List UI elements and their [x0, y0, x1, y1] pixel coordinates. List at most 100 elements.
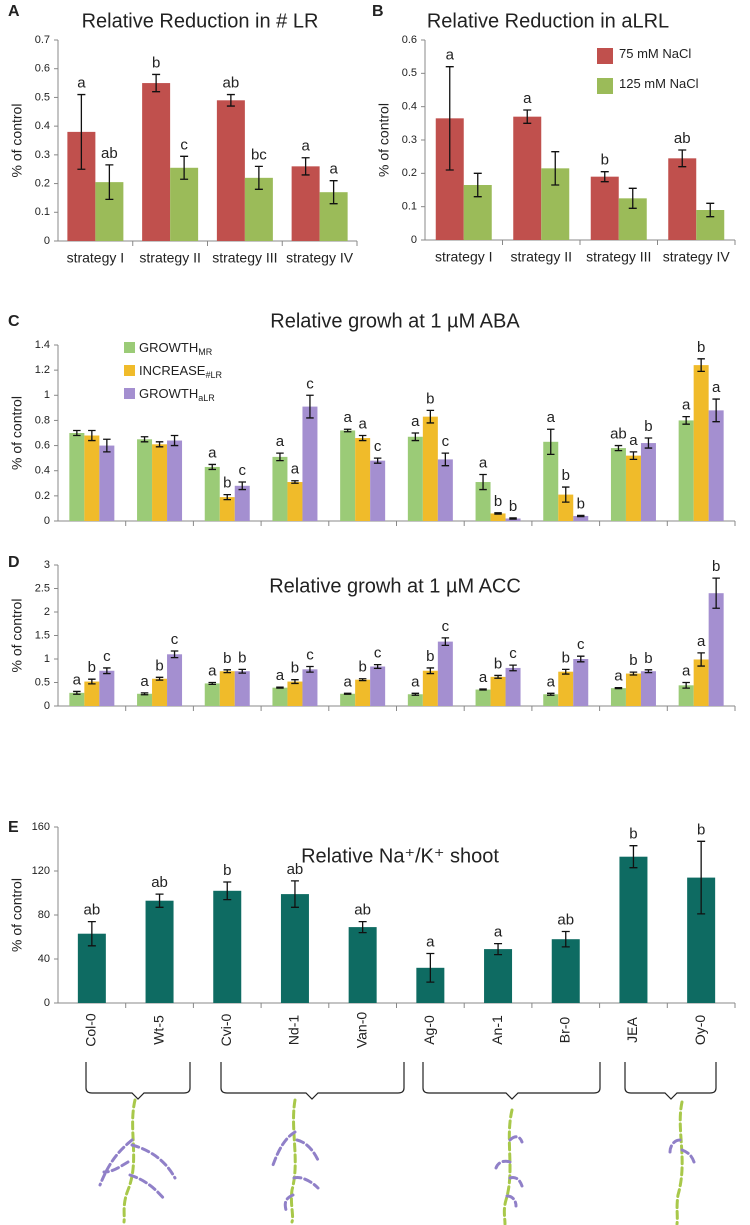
bar	[355, 679, 371, 706]
bar	[234, 485, 250, 521]
legend-subscript: aLR	[198, 393, 215, 403]
main-root	[122, 1098, 137, 1224]
error-bar	[155, 676, 164, 681]
error-bar	[577, 514, 585, 518]
bar	[152, 444, 168, 521]
error-bar	[697, 652, 705, 667]
significance-letter: c	[442, 618, 450, 635]
bar	[99, 670, 115, 706]
error-bar	[291, 480, 299, 484]
error-bar	[238, 668, 246, 674]
error-bar	[180, 155, 189, 180]
error-bar	[276, 452, 284, 462]
error-bar	[682, 416, 690, 425]
lateral-root	[508, 1135, 524, 1144]
significance-letter: b	[494, 493, 502, 510]
significance-letter: b	[629, 652, 637, 669]
bar	[610, 688, 626, 706]
bar	[137, 693, 153, 706]
lateral-root	[102, 1160, 130, 1174]
bar	[204, 683, 220, 706]
error-bar	[170, 434, 179, 447]
significance-letter: a	[682, 397, 691, 414]
y-tick-label: 160	[32, 821, 50, 833]
lateral-root	[680, 1148, 696, 1164]
significance-letter: b	[509, 498, 517, 515]
y-tick-label: 40	[38, 953, 50, 965]
bar	[291, 166, 320, 241]
lateral-root	[494, 1159, 512, 1170]
significance-letter: a	[73, 671, 82, 688]
error-bar	[678, 149, 687, 168]
legend-name: GROWTH	[139, 340, 198, 355]
x-tick-label: An-1	[489, 1015, 505, 1045]
bracket	[85, 1062, 191, 1100]
bracket	[624, 1062, 717, 1100]
error-bar	[509, 517, 517, 520]
y-tick-label: 0.8	[35, 414, 50, 426]
significance-letter: a	[329, 161, 338, 178]
error-bar	[373, 457, 382, 464]
legend-label: 75 mM NaCl	[619, 46, 691, 61]
significance-letter: b	[494, 655, 502, 672]
significance-letter: b	[238, 649, 246, 666]
significance-letter: b	[629, 826, 637, 843]
significance-letter: b	[223, 475, 231, 492]
error-bar	[88, 429, 96, 442]
error-bar	[644, 437, 653, 449]
legend-swatch	[124, 388, 135, 399]
significance-letter: a	[291, 461, 300, 478]
legend-label: 125 mM NaCl	[619, 76, 699, 91]
significance-letter: a	[276, 667, 285, 684]
x-tick-label: JEA	[624, 1017, 640, 1043]
error-bar	[373, 663, 382, 670]
bar	[573, 515, 589, 521]
error-bar	[358, 920, 367, 934]
significance-letter: a	[208, 444, 217, 461]
error-bar	[223, 493, 231, 501]
error-bar	[73, 690, 81, 695]
x-tick-label: Col-0	[83, 1013, 99, 1047]
bar	[219, 671, 235, 706]
x-tick-label: strategy IV	[286, 250, 354, 266]
significance-letter: a	[523, 90, 532, 107]
bar	[407, 694, 423, 706]
lateral-root	[130, 1143, 177, 1180]
significance-letter: c	[442, 433, 450, 450]
significance-letter: b	[358, 659, 366, 676]
error-bar	[343, 692, 352, 695]
bar	[668, 158, 697, 240]
bar	[340, 430, 356, 521]
error-bar	[629, 671, 638, 676]
significance-letter: a	[411, 673, 420, 690]
bracket	[422, 1062, 601, 1100]
significance-letter: c	[306, 646, 314, 663]
error-bar	[547, 692, 555, 696]
y-tick-label: 1.5	[35, 629, 50, 641]
error-bar	[208, 463, 216, 471]
y-tick-label: 0.6	[402, 34, 417, 46]
x-tick-label: Ag-0	[421, 1015, 437, 1045]
lateral-root	[668, 1138, 682, 1154]
bar	[513, 116, 542, 240]
bar	[693, 365, 709, 521]
error-bar	[223, 669, 231, 674]
significance-letter: a	[629, 432, 638, 449]
legend-label: GROWTHaLR	[139, 386, 215, 403]
legend-name: INCREASE	[139, 363, 206, 378]
significance-letter: c	[103, 648, 111, 665]
significance-letter: c	[577, 636, 585, 653]
error-bar	[291, 679, 299, 685]
y-axis-label: % of control	[9, 104, 25, 178]
y-tick-label: 0	[44, 235, 50, 247]
bar	[234, 671, 250, 706]
significance-letter: b	[88, 659, 96, 676]
significance-letter: a	[479, 454, 488, 471]
legend-label: INCREASE#LR	[139, 363, 222, 380]
y-tick-label: 1	[44, 653, 50, 665]
significance-letter: a	[697, 633, 706, 650]
x-tick-label: strategy III	[586, 249, 651, 265]
error-bar	[600, 171, 609, 183]
y-tick-label: 1.4	[35, 339, 50, 351]
significance-letter: b	[152, 54, 160, 71]
